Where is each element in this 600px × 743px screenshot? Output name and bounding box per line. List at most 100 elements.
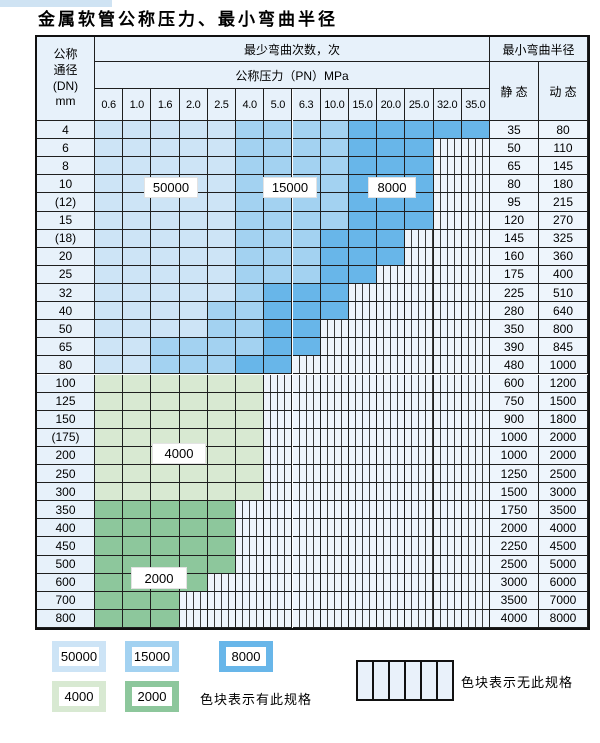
dn-cell: 20 bbox=[37, 247, 95, 266]
static-value-cell: 35 bbox=[490, 121, 539, 140]
no-spec-cell bbox=[320, 320, 349, 339]
spec-cell bbox=[151, 229, 180, 248]
spec-cell bbox=[236, 283, 265, 303]
no-spec-cell bbox=[348, 609, 378, 628]
no-spec-cell bbox=[348, 537, 378, 556]
no-spec-cell bbox=[377, 410, 406, 429]
spec-cell bbox=[95, 302, 124, 321]
no-spec-cell bbox=[207, 591, 237, 610]
pressure-col-header: 1.0 bbox=[123, 89, 152, 121]
legend-swatch-8000: 8000 bbox=[219, 641, 273, 672]
pressure-col-header: 4.0 bbox=[236, 89, 265, 121]
cycles-label: 15000 bbox=[263, 177, 317, 198]
no-spec-cell bbox=[405, 573, 434, 592]
spec-cell bbox=[95, 501, 124, 520]
legend-swatch-4000: 4000 bbox=[52, 681, 106, 712]
no-spec-cell bbox=[292, 519, 321, 538]
static-value-cell: 4000 bbox=[490, 609, 539, 628]
spec-cell bbox=[236, 338, 265, 357]
legend-no-spec-text: 色块表示无此规格 bbox=[461, 675, 574, 690]
no-spec-cell bbox=[433, 193, 462, 212]
spec-cell bbox=[264, 121, 293, 140]
no-spec-cell bbox=[348, 302, 378, 321]
spec-cell bbox=[207, 265, 237, 284]
no-spec-cell bbox=[405, 465, 434, 484]
static-value-cell: 1000 bbox=[490, 446, 539, 466]
spec-cell bbox=[179, 139, 208, 158]
no-spec-cell bbox=[264, 591, 293, 610]
no-spec-cell bbox=[405, 519, 434, 538]
spec-cell bbox=[207, 555, 237, 574]
spec-cell bbox=[123, 338, 152, 357]
dynamic-value-cell: 800 bbox=[539, 320, 588, 339]
no-spec-cell bbox=[236, 609, 265, 628]
no-spec-cell bbox=[292, 609, 321, 628]
bend-cycles-header: 最少弯曲次数，次 bbox=[95, 37, 490, 62]
dn-header-line: 公称 bbox=[53, 46, 78, 61]
spec-cell bbox=[292, 265, 321, 284]
no-spec-cell bbox=[292, 446, 321, 466]
spec-cell bbox=[236, 139, 265, 158]
spec-cell bbox=[179, 247, 208, 266]
spec-cell bbox=[123, 157, 152, 176]
spec-cell bbox=[95, 537, 124, 556]
no-spec-cell bbox=[264, 519, 293, 538]
no-spec-cell bbox=[377, 356, 406, 375]
spec-cell bbox=[264, 247, 293, 266]
spec-cell bbox=[95, 591, 124, 610]
spec-cell bbox=[123, 537, 152, 556]
no-spec-cell bbox=[292, 410, 321, 429]
dn-cell: 150 bbox=[37, 410, 95, 429]
spec-cell bbox=[320, 139, 349, 158]
no-spec-cell bbox=[320, 392, 349, 411]
no-spec-cell bbox=[348, 501, 378, 520]
no-spec-cell bbox=[405, 555, 434, 574]
spec-cell bbox=[320, 302, 349, 321]
no-spec-cell bbox=[292, 465, 321, 484]
dynamic-value-cell: 845 bbox=[539, 338, 588, 357]
no-spec-cell bbox=[461, 175, 490, 194]
static-value-cell: 2500 bbox=[490, 555, 539, 574]
no-spec-cell bbox=[405, 501, 434, 520]
no-spec-cell bbox=[433, 501, 462, 520]
no-spec-cell bbox=[461, 356, 490, 375]
dynamic-value-cell: 1500 bbox=[539, 392, 588, 411]
no-spec-cell bbox=[461, 211, 490, 230]
spec-cell bbox=[264, 320, 293, 339]
spec-cell bbox=[292, 211, 321, 230]
no-spec-cell bbox=[433, 392, 462, 411]
no-spec-cell bbox=[264, 483, 293, 502]
dn-cell: 25 bbox=[37, 265, 95, 284]
dn-header-cell: 公称 通径 (DN) mm bbox=[37, 37, 95, 121]
no-spec-cell bbox=[377, 374, 406, 393]
spec-cell bbox=[123, 356, 152, 375]
spec-cell bbox=[207, 410, 237, 429]
spec-cell bbox=[151, 338, 180, 357]
no-spec-cell bbox=[405, 374, 434, 393]
no-spec-cell bbox=[320, 537, 349, 556]
pressure-col-header: 0.6 bbox=[95, 89, 124, 121]
spec-cell bbox=[179, 157, 208, 176]
dynamic-value-cell: 145 bbox=[539, 157, 588, 176]
no-spec-cell bbox=[377, 519, 406, 538]
spec-cell bbox=[207, 501, 237, 520]
radius-header: 最小弯曲半径 bbox=[490, 37, 588, 62]
no-spec-cell bbox=[461, 229, 490, 248]
dn-cell: 40 bbox=[37, 302, 95, 321]
spec-cell bbox=[236, 483, 265, 502]
no-spec-cell bbox=[320, 609, 349, 628]
no-spec-cell bbox=[405, 483, 434, 502]
spec-cell bbox=[151, 410, 180, 429]
static-value-cell: 120 bbox=[490, 211, 539, 230]
no-spec-cell bbox=[433, 157, 462, 176]
no-spec-cell bbox=[348, 338, 378, 357]
no-spec-cell bbox=[377, 265, 406, 284]
static-value-cell: 3500 bbox=[490, 591, 539, 610]
spec-cell bbox=[292, 283, 321, 303]
no-spec-cell bbox=[348, 555, 378, 574]
spec-cell bbox=[207, 537, 237, 556]
spec-cell bbox=[207, 338, 237, 357]
pressure-col-header: 32.0 bbox=[433, 89, 462, 121]
dynamic-value-cell: 215 bbox=[539, 193, 588, 212]
no-spec-cell bbox=[461, 320, 490, 339]
